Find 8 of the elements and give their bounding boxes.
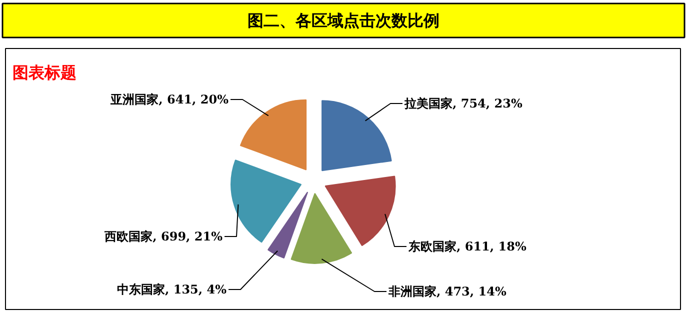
slice-label: 西欧国家, 699, 21% (104, 230, 224, 244)
slice-label: 拉美国家, 754, 23% (404, 96, 523, 110)
slice-label: 东欧国家, 611, 18% (408, 240, 527, 254)
slice-label: 非洲国家, 473, 14% (388, 284, 507, 298)
chart-title: 图二、各区域点击次数比例 (248, 11, 440, 30)
slice-label: 亚洲国家, 641, 20% (110, 92, 230, 106)
slice-label: 中东国家, 135, 4% (116, 282, 228, 296)
chart-subtitle: 图表标题 (12, 63, 76, 82)
